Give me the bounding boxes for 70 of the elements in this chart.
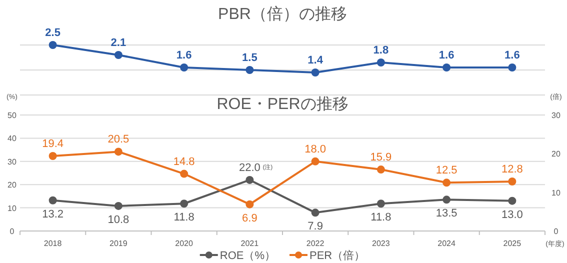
point — [114, 202, 122, 210]
point — [376, 200, 385, 208]
data-label: 11.8 — [370, 212, 392, 224]
y2-tick-label: 20 — [552, 150, 561, 159]
data-label: 2.5 — [45, 27, 60, 39]
data-label: 13.0 — [501, 208, 523, 221]
legend-label: ROE（%） — [220, 250, 276, 262]
y-tick-label: 0 — [10, 227, 15, 236]
data-label: 18.0 — [304, 143, 326, 156]
x-tick-label: 2019 — [110, 239, 128, 248]
data-label: 13.2 — [42, 208, 64, 220]
y-tick-label: 40 — [8, 134, 17, 144]
data-label: 2.1 — [110, 37, 126, 49]
x-tick-label: 2020 — [175, 239, 194, 248]
data-label: 6.9 — [242, 212, 258, 224]
data-label: 1.4 — [308, 54, 324, 66]
point — [246, 176, 254, 184]
data-label: 1.6 — [176, 50, 192, 62]
data-label: 20.5 — [108, 134, 130, 146]
point — [48, 41, 57, 49]
legend-label: PER（倍） — [310, 249, 366, 262]
y-tick-label: 50 — [8, 111, 17, 120]
y2-tick-label: 30 — [552, 111, 561, 120]
point — [442, 64, 451, 72]
point — [311, 157, 320, 166]
x-tick-label: 2018 — [44, 239, 62, 248]
point — [114, 51, 122, 59]
x-tick-label: 2022 — [306, 239, 325, 248]
data-label: 1.8 — [373, 44, 389, 56]
data-label: 13.5 — [436, 208, 458, 220]
y2-tick-label: 10 — [552, 188, 561, 198]
data-label: 1.6 — [438, 50, 454, 62]
y-tick-label: 20 — [8, 180, 17, 190]
point — [114, 148, 122, 156]
point — [508, 64, 516, 72]
data-label: 11.8 — [174, 212, 194, 224]
data-label: 19.4 — [42, 138, 64, 150]
point — [442, 178, 451, 187]
point — [180, 170, 188, 178]
y2-tick-label: 0 — [554, 227, 559, 236]
data-label: 22.0 — [238, 162, 260, 174]
point — [246, 66, 254, 74]
data-label: 14.8 — [173, 156, 195, 168]
point — [48, 152, 57, 160]
point — [180, 64, 188, 72]
data-label: 1.6 — [504, 50, 520, 62]
data-label: 10.8 — [108, 214, 130, 226]
x-tick-label: 2023 — [372, 239, 390, 248]
data-label: 7.9 — [308, 220, 323, 233]
x-tick-label: 2024 — [438, 239, 456, 248]
point — [48, 196, 57, 204]
chart-title: ROE・PERの推移 — [216, 96, 348, 113]
y-tick-label: 10 — [8, 204, 17, 213]
point — [311, 208, 320, 217]
point — [376, 58, 385, 66]
x-tick-label: 2025 — [503, 239, 522, 248]
point — [246, 200, 254, 208]
point — [508, 178, 516, 186]
point — [311, 68, 320, 76]
data-label: 15.9 — [370, 152, 392, 164]
data-label: 12.8 — [501, 164, 523, 176]
chart-title: PBR（倍）の推移 — [218, 5, 347, 23]
data-label: 1.5 — [242, 52, 258, 64]
x-tick-label: 2021 — [240, 239, 260, 248]
point — [442, 196, 451, 204]
point — [508, 196, 516, 205]
point — [376, 166, 385, 174]
data-label: 12.5 — [436, 164, 458, 177]
point — [180, 200, 188, 208]
y-tick-label: 30 — [8, 157, 17, 166]
